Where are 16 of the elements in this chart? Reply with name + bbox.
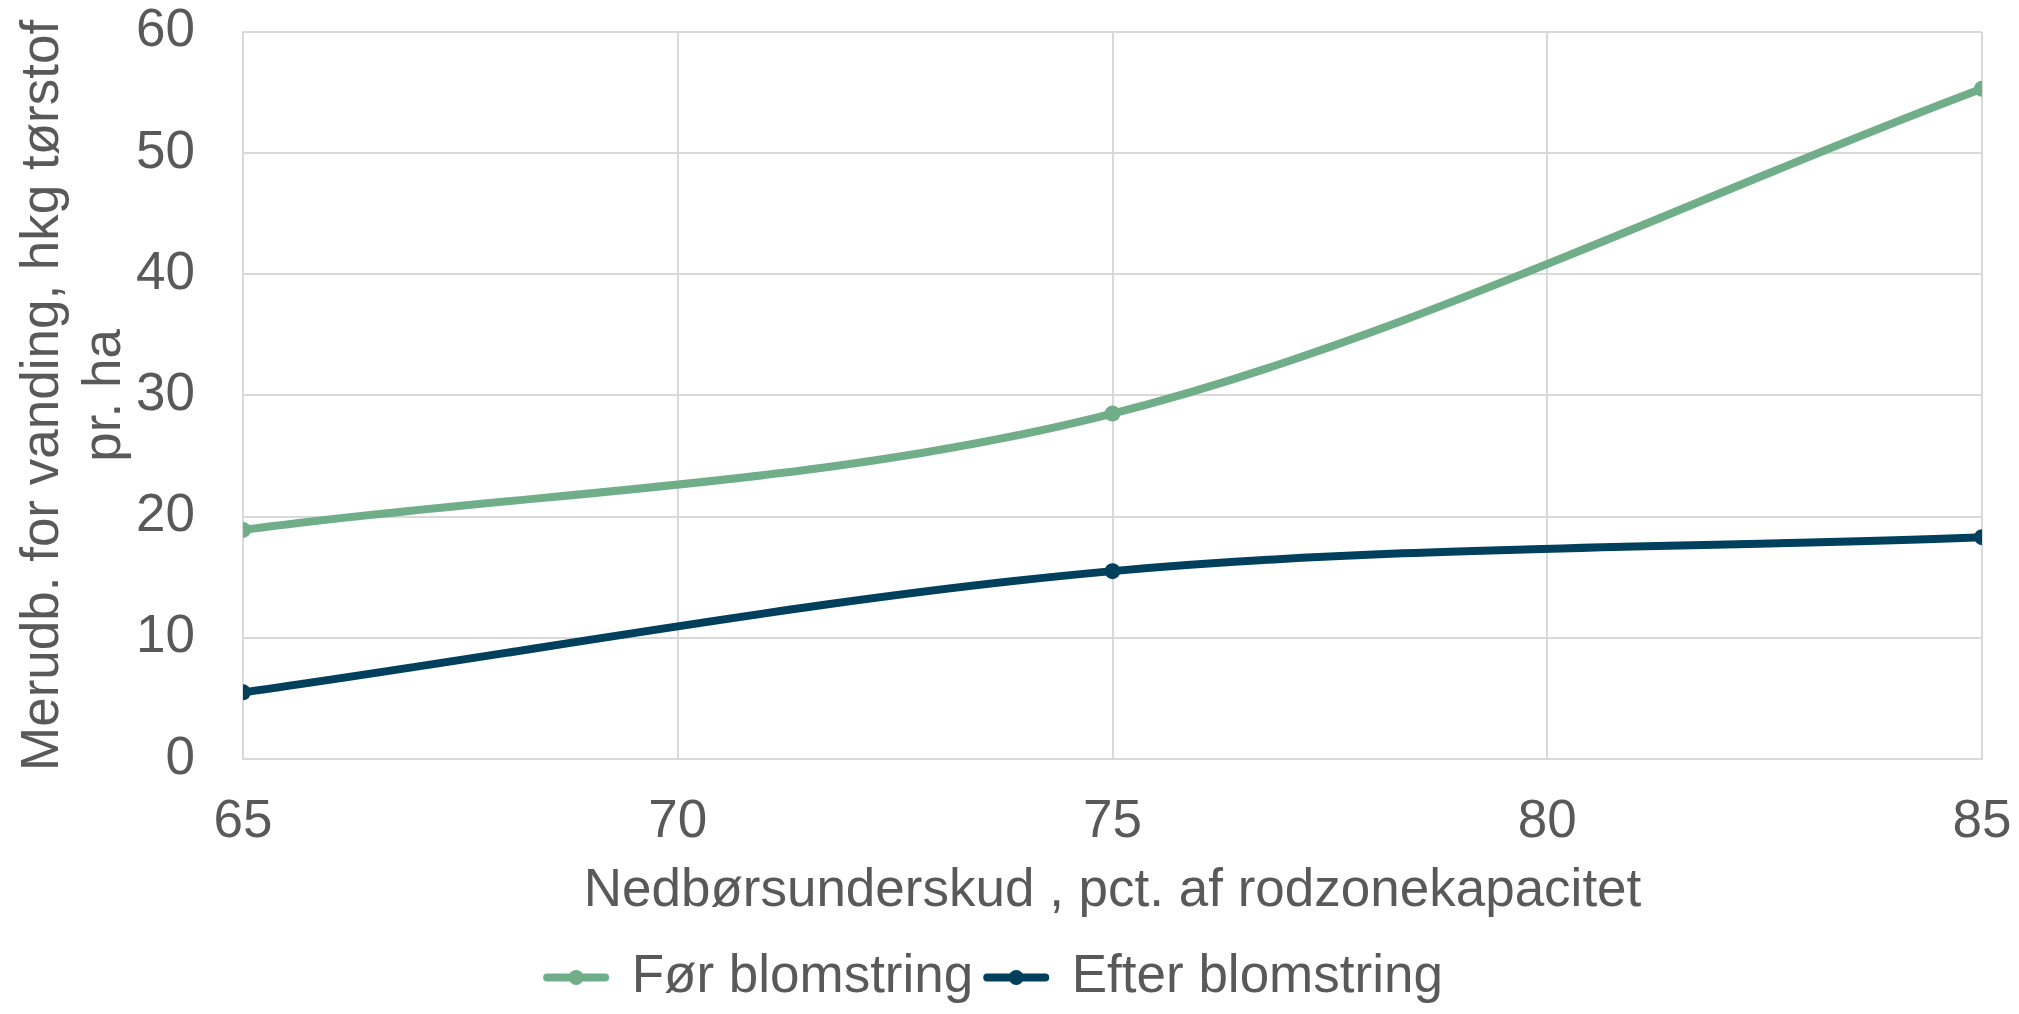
x-axis-title: Nedbørsunderskud , pct. af rodzonekapacitet <box>583 857 1642 917</box>
y-axis-title: Merudb. for vanding, hkg tørstof pr. ha <box>9 19 131 771</box>
x-tick-label: 70 <box>648 789 708 849</box>
y-tick-label: 0 <box>165 725 195 785</box>
x-tick-label: 65 <box>213 789 273 849</box>
y-tick-label: 30 <box>136 362 195 422</box>
y-tick-label: 60 <box>136 0 195 58</box>
y-tick-label: 40 <box>136 240 195 300</box>
y-tick-label: 50 <box>136 119 195 179</box>
y-tick-label: 20 <box>136 483 195 543</box>
legend-label: Efter blomstring <box>1071 944 1443 1004</box>
x-tick-label: 85 <box>1952 789 2012 849</box>
x-tick-label: 75 <box>1083 789 1142 849</box>
x-tick-label: 80 <box>1517 789 1577 849</box>
y-tick-label: 10 <box>136 604 195 664</box>
legend-label: Før blomstring <box>631 944 974 1004</box>
